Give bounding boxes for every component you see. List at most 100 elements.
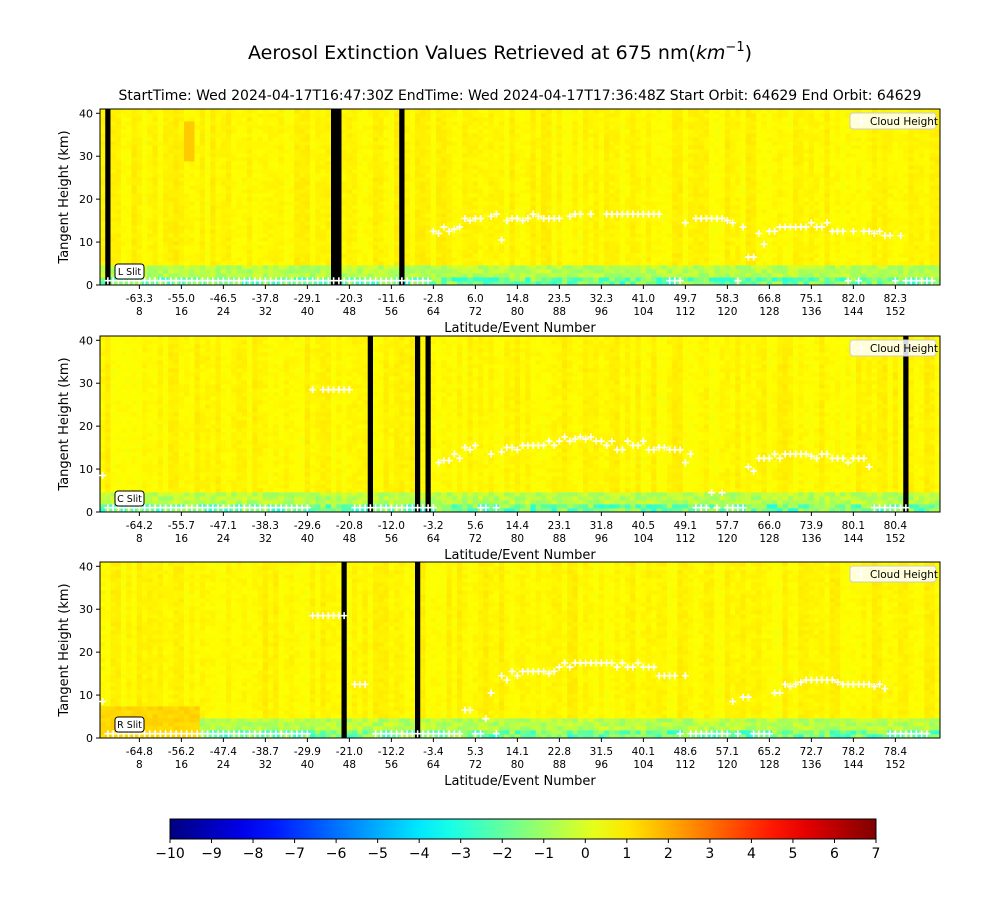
heatmap-cell — [468, 273, 474, 277]
heatmap-cell — [384, 181, 390, 185]
heatmap-cell — [683, 189, 689, 193]
heatmap-cell — [462, 129, 468, 133]
heatmap-cell — [709, 253, 715, 257]
heatmap-cell — [279, 169, 285, 173]
heatmap-cell — [520, 165, 526, 169]
heatmap-cell — [263, 237, 269, 241]
heatmap-cell — [273, 145, 279, 149]
heatmap-cell — [357, 269, 363, 273]
heatmap-cell — [615, 149, 621, 153]
heatmap-cell — [426, 221, 432, 225]
heatmap-cell — [373, 117, 379, 121]
heatmap-cell — [599, 277, 605, 281]
heatmap-cell — [562, 141, 568, 145]
heatmap-cell — [258, 245, 264, 249]
heatmap-cell — [672, 205, 678, 209]
heatmap-cell — [494, 177, 500, 181]
heatmap-cell — [436, 269, 442, 273]
heatmap-cell — [153, 193, 159, 197]
heatmap-cell — [279, 241, 285, 245]
heatmap-cell — [163, 237, 169, 241]
heatmap-cell — [688, 261, 694, 265]
heatmap-cell — [567, 225, 573, 229]
heatmap-cell — [688, 201, 694, 205]
heatmap-cell — [231, 109, 237, 113]
heatmap-cell — [426, 149, 432, 153]
heatmap-cell — [315, 225, 321, 229]
heatmap-cell — [704, 241, 710, 245]
heatmap-cell — [420, 209, 426, 213]
heatmap-cell — [662, 169, 668, 173]
heatmap-cell — [489, 161, 495, 165]
heatmap-cell — [268, 245, 274, 249]
heatmap-cell — [373, 113, 379, 117]
heatmap-cell — [699, 245, 705, 249]
heatmap-cell — [221, 141, 227, 145]
heatmap-cell — [651, 181, 657, 185]
heatmap-cell — [562, 233, 568, 237]
heatmap-cell — [525, 169, 531, 173]
heatmap-cell — [153, 169, 159, 173]
heatmap-cell — [210, 125, 216, 129]
heatmap-cell — [531, 149, 537, 153]
heatmap-cell — [221, 153, 227, 157]
heatmap-cell — [636, 173, 642, 177]
heatmap-cell — [153, 245, 159, 249]
heatmap-cell — [436, 253, 442, 257]
heatmap-cell — [247, 253, 253, 257]
heatmap-cell — [536, 277, 542, 281]
heatmap-cell — [384, 117, 390, 121]
heatmap-cell — [599, 117, 605, 121]
heatmap-cell — [357, 273, 363, 277]
heatmap-cell — [284, 241, 290, 245]
heatmap-cell — [373, 269, 379, 273]
heatmap-cell — [242, 153, 248, 157]
heatmap-cell — [179, 121, 185, 125]
heatmap-cell — [410, 229, 416, 233]
heatmap-cell — [678, 273, 684, 277]
heatmap-cell — [394, 253, 400, 257]
heatmap-cell — [520, 273, 526, 277]
heatmap-cell — [531, 193, 537, 197]
heatmap-cell — [641, 121, 647, 125]
heatmap-cell — [489, 229, 495, 233]
heatmap-cell — [394, 157, 400, 161]
heatmap-cell — [457, 189, 463, 193]
heatmap-cell — [504, 265, 510, 269]
heatmap-cell — [321, 237, 327, 241]
heatmap-cell — [594, 189, 600, 193]
heatmap-cell — [111, 133, 117, 137]
heatmap-cell — [489, 153, 495, 157]
heatmap-cell — [294, 253, 300, 257]
heatmap-cell — [284, 233, 290, 237]
heatmap-cell — [546, 113, 552, 117]
heatmap-cell — [541, 225, 547, 229]
heatmap-cell — [410, 149, 416, 153]
heatmap-cell — [195, 261, 201, 265]
heatmap-cell — [515, 145, 521, 149]
heatmap-cell — [252, 241, 258, 245]
heatmap-cell — [431, 173, 437, 177]
heatmap-cell — [468, 149, 474, 153]
heatmap-cell — [483, 229, 489, 233]
heatmap-cell — [520, 117, 526, 121]
heatmap-cell — [368, 253, 374, 257]
heatmap-cell — [657, 241, 663, 245]
heatmap-cell — [168, 137, 174, 141]
heatmap-cell — [347, 133, 353, 137]
heatmap-cell — [284, 181, 290, 185]
heatmap-cell — [662, 237, 668, 241]
heatmap-cell — [237, 269, 243, 273]
heatmap-cell — [153, 185, 159, 189]
heatmap-cell — [426, 213, 432, 217]
heatmap-cell — [342, 241, 348, 245]
heatmap-cell — [494, 161, 500, 165]
heatmap-cell — [147, 185, 153, 189]
heatmap-cell — [546, 137, 552, 141]
heatmap-cell — [221, 229, 227, 233]
heatmap-cell — [667, 109, 673, 113]
heatmap-cell — [588, 157, 594, 161]
heatmap-cell — [499, 229, 505, 233]
heatmap-cell — [221, 217, 227, 221]
heatmap-cell — [651, 261, 657, 265]
